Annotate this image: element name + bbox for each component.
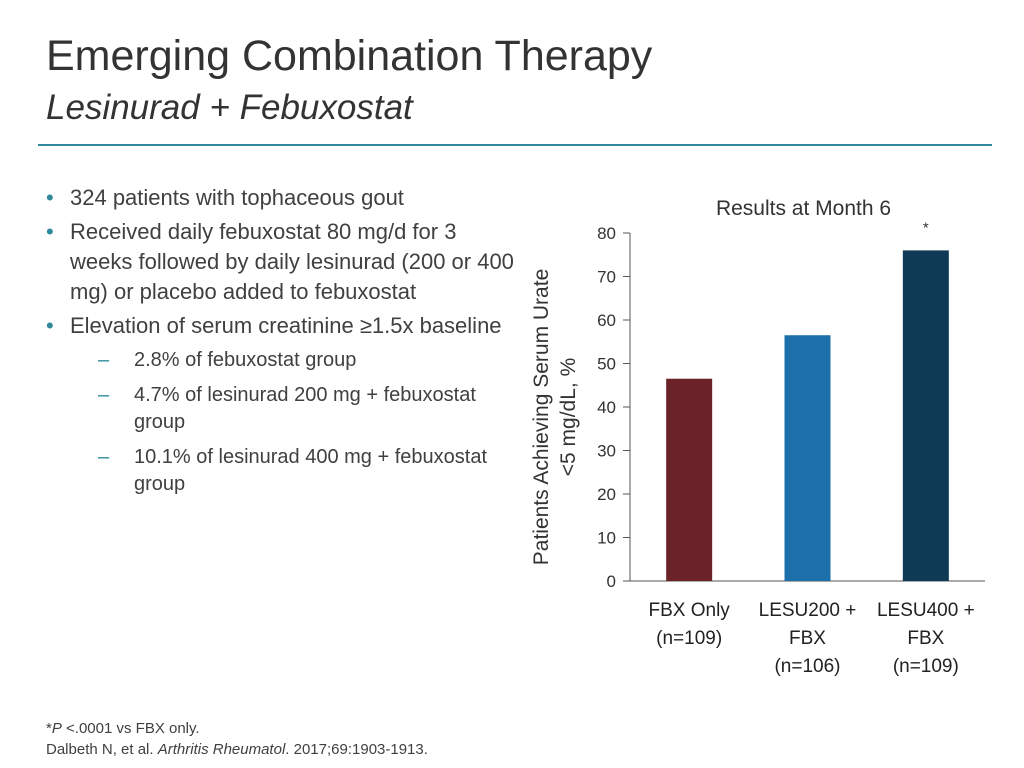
y-tick-label: 30: [597, 442, 616, 461]
y-tick-label: 80: [597, 224, 616, 243]
title-divider: [38, 144, 992, 146]
y-axis-label-line2: <5 mg/dL, %: [557, 358, 580, 476]
bar-2: [784, 335, 831, 581]
x-category-label: (n=106): [774, 656, 840, 677]
bullet-text: Received daily febuxostat 80 mg/d for 3 …: [70, 219, 514, 304]
bullet-item: • 324 patients with tophaceous gout: [46, 183, 516, 213]
y-tick-label: 0: [607, 572, 616, 591]
citation-journal: Arthritis Rheumatol: [157, 741, 286, 758]
y-tick-label: 10: [597, 529, 616, 548]
dash-icon: –: [98, 384, 110, 406]
sub-bullet-item: – 2.8% of febuxostat group: [46, 347, 516, 374]
citation-details: . 2017;69:1903-1913.: [285, 741, 428, 758]
chart-title: Results at Month 6: [716, 197, 891, 220]
y-tick-label: 50: [597, 355, 616, 374]
y-axis-label-line1: Patients Achieving Serum Urate: [530, 269, 553, 565]
slide-title: Emerging Combination Therapy: [46, 32, 653, 80]
footnote: *P <.0001 vs FBX only. Dalbeth N, et al.…: [46, 718, 428, 760]
bar-3: [902, 250, 949, 581]
dash-icon: –: [98, 446, 110, 468]
bullet-dot-icon: •: [46, 219, 54, 244]
bar-1: [666, 378, 713, 581]
x-category-label: FBX: [789, 628, 826, 649]
p-text: <.0001 vs FBX only.: [61, 720, 200, 737]
y-tick-label: 70: [597, 268, 616, 287]
footnote-star: *: [46, 720, 52, 737]
y-tick-label: 40: [597, 398, 616, 417]
x-category-label: FBX: [907, 628, 944, 649]
p-label: P: [51, 720, 62, 737]
sub-bullet-item: – 10.1% of lesinurad 400 mg + febuxostat…: [46, 444, 516, 498]
x-category-label: LESU400 +: [877, 600, 975, 621]
bullet-item: • Elevation of serum creatinine ≥1.5x ba…: [46, 311, 516, 341]
sub-bullet-item: – 4.7% of lesinurad 200 mg + febuxostat …: [46, 382, 516, 436]
bullet-text: Elevation of serum creatinine ≥1.5x base…: [70, 313, 502, 338]
bullet-item: • Received daily febuxostat 80 mg/d for …: [46, 217, 516, 307]
citation-authors: Dalbeth N, et al.: [46, 741, 158, 758]
citation: Dalbeth N, et al. Arthritis Rheumatol. 2…: [46, 739, 428, 760]
bullet-list: • 324 patients with tophaceous gout • Re…: [46, 183, 516, 506]
bullet-dot-icon: •: [46, 313, 54, 338]
x-category-label: LESU200 +: [759, 600, 857, 621]
x-category-label: FBX Only: [649, 600, 731, 621]
bar-chart-svg: Results at Month 6 Patients Achieving Ser…: [530, 197, 985, 677]
significance-marker: *: [923, 219, 929, 236]
y-tick-label: 20: [597, 485, 616, 504]
sub-bullet-text: 2.8% of febuxostat group: [134, 349, 357, 371]
sub-bullet-text: 10.1% of lesinurad 400 mg + febuxostat g…: [134, 446, 488, 495]
x-category-label: (n=109): [893, 656, 959, 677]
y-tick-label: 60: [597, 311, 616, 330]
significance-note: *P <.0001 vs FBX only.: [46, 718, 428, 739]
dash-icon: –: [98, 349, 110, 371]
bullet-text: 324 patients with tophaceous gout: [70, 185, 404, 210]
bullet-dot-icon: •: [46, 185, 54, 210]
x-category-label: (n=109): [656, 628, 722, 649]
slide-subtitle: Lesinurad + Febuxostat: [46, 88, 413, 127]
sub-bullet-text: 4.7% of lesinurad 200 mg + febuxostat gr…: [134, 384, 476, 433]
bar-chart: Results at Month 6 Patients Achieving Ser…: [520, 185, 1000, 695]
